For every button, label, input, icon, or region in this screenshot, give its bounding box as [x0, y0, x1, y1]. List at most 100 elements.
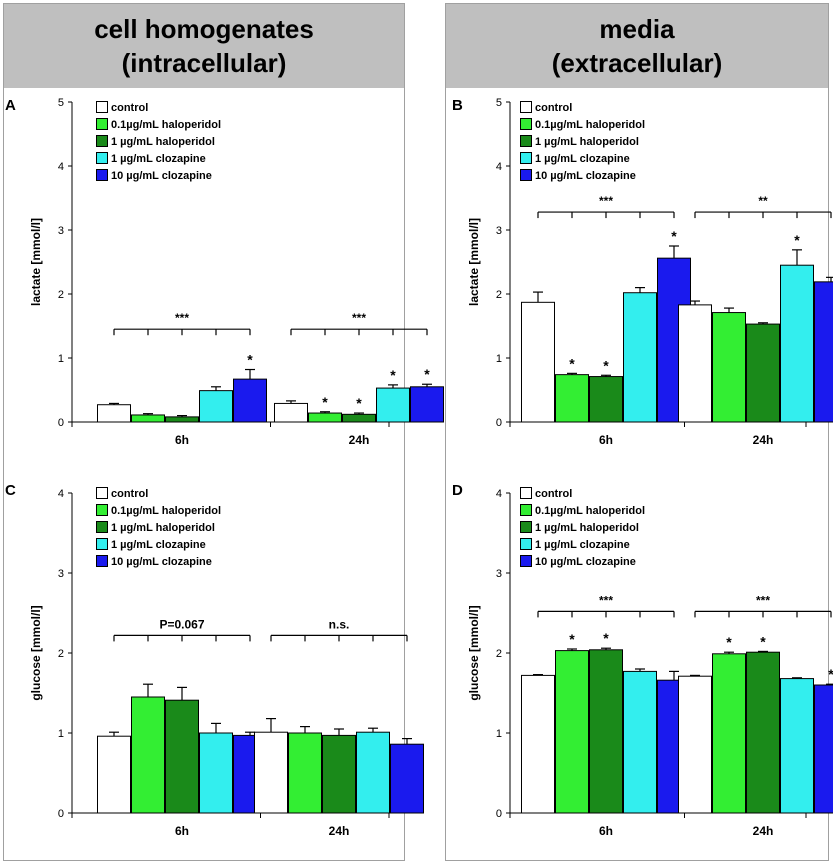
panel-b-bar — [780, 264, 814, 423]
panel-b-bar — [623, 292, 657, 423]
panel-a-legend-swatch — [96, 152, 108, 164]
panel-b-bar — [555, 374, 589, 423]
panel-c-bar — [322, 734, 356, 814]
right-header-line2: (extracellular) — [551, 48, 723, 78]
panel-a-letter: A — [5, 97, 16, 114]
panel-b-legend-swatch — [520, 135, 532, 147]
panel-a-legend-label: 0.1µg/mL haloperidol — [111, 119, 221, 131]
panel-b-bracket-label: *** — [599, 194, 613, 208]
panel-c-bar — [97, 735, 131, 814]
panel-d-sig-star: * — [760, 633, 766, 649]
panel-d-bracket-label: *** — [599, 593, 613, 607]
panel-a-legend-swatch — [96, 118, 108, 130]
right-header-line1: media — [599, 14, 675, 44]
panel-a-ytick-label: 1 — [58, 353, 64, 365]
panel-b-ytick-label: 3 — [496, 225, 502, 237]
panel-d-bar — [712, 653, 746, 814]
panel-a-bar — [165, 416, 199, 423]
right-column-header: media (extracellular) — [446, 4, 828, 88]
panel-c-bracket-label: n.s. — [329, 617, 350, 631]
panel-d-legend-swatch — [520, 487, 532, 499]
panel-d-bar — [521, 674, 555, 814]
panel-a-ytick-label: 2 — [58, 289, 64, 301]
panel-c-bar — [165, 699, 199, 814]
panel-a-sig-star: * — [356, 395, 362, 411]
panel-a-sig-star: * — [424, 366, 430, 382]
panel-b-bar — [678, 304, 712, 423]
panel-a-bracket-label: *** — [175, 311, 189, 325]
panel-a-legend-swatch — [96, 135, 108, 147]
panel-b-ytick-label: 5 — [496, 97, 502, 109]
panel-b-ytick-label: 0 — [496, 417, 502, 429]
panel-d-ytick-label: 2 — [496, 648, 502, 660]
panel-a-sig-star: * — [390, 367, 396, 383]
panel-c-legend-swatch — [96, 504, 108, 516]
panel-b-legend-swatch — [520, 169, 532, 181]
panel-b-bar — [712, 312, 746, 423]
panel-a-bar — [233, 378, 267, 423]
panel-d-legend-label: control — [535, 488, 572, 500]
panel-c-bar — [131, 696, 165, 814]
panel-b-legend-label: 1 µg/mL clozapine — [535, 153, 630, 165]
panel-b-sig-star: * — [603, 357, 609, 373]
panel-a-bar — [410, 386, 444, 423]
panel-d-bar — [623, 670, 657, 814]
panel-b-ylabel: lactate [mmol/l] — [467, 218, 481, 306]
panel-d-legend-label: 10 µg/mL clozapine — [535, 556, 636, 568]
panel-c-xtick-label: 6h — [175, 824, 189, 838]
panel-b-legend-swatch — [520, 101, 532, 113]
panel-d-bar — [555, 650, 589, 814]
panel-b-legend-label: control — [535, 102, 572, 114]
panel-a-ylabel: lactate [mmol/l] — [29, 218, 43, 306]
left-header-line2: (intracellular) — [121, 48, 287, 78]
panel-d-bar — [780, 678, 814, 814]
panel-a-legend-label: 1 µg/mL haloperidol — [111, 136, 215, 148]
panel-d-bar — [589, 649, 623, 814]
panel-d-legend-label: 0.1µg/mL haloperidol — [535, 505, 645, 517]
panel-c-legend-label: control — [111, 488, 148, 500]
panel-b-bar — [746, 323, 780, 423]
panel-c-bar — [288, 732, 322, 814]
panel-a-legend-label: 10 µg/mL clozapine — [111, 170, 212, 182]
panel-a-bar — [131, 414, 165, 423]
panel-c-letter: C — [5, 482, 16, 499]
panel-d-sig-star: * — [603, 630, 609, 646]
panel-b-bar — [521, 301, 555, 423]
panel-d-legend-swatch — [520, 555, 532, 567]
panel-d-bar — [746, 651, 780, 814]
left-column-header: cell homogenates (intracellular) — [4, 4, 404, 88]
panel-a-legend-label: 1 µg/mL clozapine — [111, 153, 206, 165]
panel-c-xtick-label: 24h — [329, 824, 350, 838]
panel-d-ytick-label: 0 — [496, 808, 502, 820]
panel-d-ylabel: glucose [mmol/l] — [467, 605, 481, 700]
panel-d-legend-swatch — [520, 504, 532, 516]
panel-b-ytick-label: 2 — [496, 289, 502, 301]
panel-c-legend-label: 0.1µg/mL haloperidol — [111, 505, 221, 517]
panel-a-xtick-label: 6h — [175, 433, 189, 447]
panel-c-legend-label: 1 µg/mL clozapine — [111, 539, 206, 551]
panel-c-legend-label: 1 µg/mL haloperidol — [111, 522, 215, 534]
panel-d-xtick-label: 24h — [753, 824, 774, 838]
left-column-frame: cell homogenates (intracellular) — [3, 3, 405, 861]
panel-a-bar — [199, 390, 233, 423]
panel-b-legend-label: 0.1µg/mL haloperidol — [535, 119, 645, 131]
panel-d-legend-label: 1 µg/mL haloperidol — [535, 522, 639, 534]
panel-b-legend-swatch — [520, 118, 532, 130]
panel-c-ytick-label: 4 — [58, 488, 64, 500]
panel-c-ytick-label: 3 — [58, 568, 64, 580]
panel-d-legend-swatch — [520, 538, 532, 550]
panel-d-legend-swatch — [520, 521, 532, 533]
panel-b-ytick-label: 1 — [496, 353, 502, 365]
panel-b-legend-label: 10 µg/mL clozapine — [535, 170, 636, 182]
panel-c-bar — [390, 743, 424, 814]
panel-c-legend-swatch — [96, 538, 108, 550]
panel-b-letter: B — [452, 97, 463, 114]
panel-b-legend-label: 1 µg/mL haloperidol — [535, 136, 639, 148]
panel-d-bracket-label: *** — [756, 593, 770, 607]
panel-a-legend-swatch — [96, 101, 108, 113]
panel-b-sig-star: * — [671, 228, 677, 244]
panel-c-bar — [254, 731, 288, 814]
panel-b-bar — [589, 376, 623, 423]
panel-b-ytick-label: 4 — [496, 161, 502, 173]
